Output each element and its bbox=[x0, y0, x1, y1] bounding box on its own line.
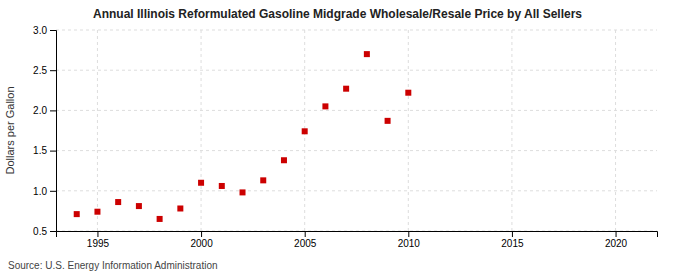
point bbox=[343, 86, 349, 92]
tick-label: 2010 bbox=[398, 238, 421, 249]
grid-line bbox=[201, 30, 202, 231]
tick: 1995 bbox=[87, 231, 110, 249]
tick-label: 2.0 bbox=[33, 105, 47, 116]
tick: 2010 bbox=[398, 231, 421, 249]
tick: 1.0 bbox=[33, 186, 56, 197]
grid-line bbox=[615, 30, 616, 231]
tick: 3.0 bbox=[33, 25, 56, 36]
grid-line bbox=[56, 30, 657, 31]
annotation: Source: U.S. Energy Information Administ… bbox=[8, 260, 218, 271]
y-axis: 0.5 1.0 1.5 2.0 2.5 3.0 bbox=[33, 25, 56, 237]
tick: 1.5 bbox=[33, 145, 56, 156]
tick-label: 2020 bbox=[605, 238, 628, 249]
tick: 2.0 bbox=[33, 105, 56, 116]
y-axis-title: Dollars per Gallon bbox=[4, 86, 16, 174]
tick: 2005 bbox=[294, 231, 317, 249]
tick-mark bbox=[50, 231, 56, 232]
tick-mark bbox=[616, 231, 617, 237]
point bbox=[157, 216, 163, 222]
grid-line bbox=[511, 30, 512, 231]
tick-mark bbox=[50, 151, 56, 152]
tick: 2015 bbox=[501, 231, 524, 249]
grid-line bbox=[56, 190, 657, 191]
grid-line bbox=[97, 30, 98, 231]
tick: 2.5 bbox=[33, 65, 56, 76]
grid bbox=[56, 30, 657, 231]
plot-area: 1995 2000 2005 2010 2015 2020 0.5 1.0 1.5 2.0 2.5 3… bbox=[33, 25, 657, 249]
tick-mark bbox=[512, 231, 513, 237]
tick-mark bbox=[50, 191, 56, 192]
grid-line bbox=[56, 70, 657, 71]
point bbox=[115, 199, 121, 205]
axis-line bbox=[57, 232, 658, 238]
tick-label: 2000 bbox=[190, 238, 213, 249]
tick-mark bbox=[50, 30, 56, 31]
tick-label: 1.5 bbox=[33, 145, 47, 156]
tick-mark bbox=[408, 231, 409, 237]
tick: 2020 bbox=[605, 231, 628, 249]
tick-mark bbox=[305, 231, 306, 237]
point bbox=[177, 205, 183, 211]
tick-mark bbox=[97, 231, 98, 237]
grid-line bbox=[56, 150, 657, 151]
tick-mark bbox=[50, 110, 56, 111]
tick-label: 1.0 bbox=[33, 186, 47, 197]
point bbox=[281, 157, 287, 163]
point bbox=[240, 189, 246, 195]
tick-mark bbox=[201, 231, 202, 237]
tick-label: 0.5 bbox=[33, 226, 47, 237]
chart: 1995 2000 2005 2010 2015 2020 0.5 1.0 1.5 2.0 2.5 3… bbox=[0, 0, 675, 275]
point bbox=[364, 51, 370, 57]
tick-label: 2.5 bbox=[33, 65, 47, 76]
grid-line bbox=[408, 30, 409, 231]
point bbox=[405, 90, 411, 96]
grid-line bbox=[56, 110, 657, 111]
tick-label: 3.0 bbox=[33, 25, 47, 36]
point bbox=[219, 183, 225, 189]
x-axis: 1995 2000 2005 2010 2015 2020 bbox=[57, 231, 658, 249]
tick-label: 2015 bbox=[501, 238, 524, 249]
point bbox=[260, 177, 266, 183]
point bbox=[302, 128, 308, 134]
point bbox=[385, 118, 391, 124]
tick-mark bbox=[50, 70, 56, 71]
point bbox=[94, 209, 100, 215]
point bbox=[322, 103, 328, 109]
point bbox=[136, 203, 142, 209]
point bbox=[74, 211, 80, 217]
tick-label: 1995 bbox=[87, 238, 110, 249]
title: Annual Illinois Reformulated Gasoline Mi… bbox=[93, 7, 582, 21]
tick: 0.5 bbox=[33, 226, 56, 237]
tick: 2000 bbox=[190, 231, 213, 249]
axis-line bbox=[50, 31, 57, 232]
points bbox=[74, 51, 412, 222]
point bbox=[198, 180, 204, 186]
tick-label: 2005 bbox=[294, 238, 317, 249]
